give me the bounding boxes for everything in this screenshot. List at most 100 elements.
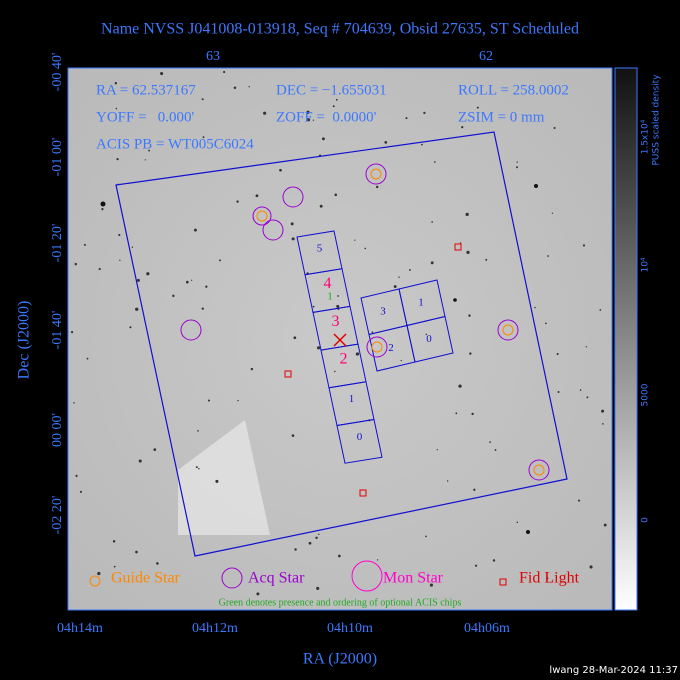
acq-star	[180, 319, 202, 341]
star	[185, 280, 189, 284]
star	[233, 86, 237, 90]
star	[376, 559, 379, 561]
acq-star	[366, 336, 388, 358]
star	[585, 346, 587, 348]
acq-star	[252, 206, 272, 226]
star	[207, 399, 211, 402]
star	[476, 106, 479, 109]
acq-star	[528, 459, 550, 481]
star	[474, 564, 478, 567]
star	[148, 149, 151, 152]
star	[197, 430, 199, 432]
left-axis-title: Dec (J2000)	[16, 301, 33, 380]
star	[455, 412, 458, 415]
star	[248, 86, 250, 88]
i-chip-label: 0	[426, 333, 432, 345]
star	[400, 359, 402, 362]
star	[256, 592, 260, 596]
star	[308, 541, 312, 545]
star	[101, 207, 104, 211]
info-roll: ROLL = 258.0002	[458, 82, 569, 98]
star	[375, 185, 379, 189]
star	[586, 396, 589, 399]
optional-chip-label: 1	[327, 291, 333, 303]
star	[557, 390, 560, 394]
star	[371, 331, 374, 333]
colorbar-tick-label: 1.5x10⁴	[641, 119, 651, 154]
star	[198, 468, 200, 470]
star	[589, 565, 593, 569]
star	[306, 118, 311, 122]
stars-markers	[180, 163, 550, 497]
guide-star	[370, 168, 382, 180]
star	[156, 562, 159, 565]
star	[458, 384, 462, 388]
star	[219, 259, 221, 262]
fid-light	[359, 489, 367, 497]
star	[294, 548, 297, 551]
star	[603, 523, 607, 527]
star	[553, 126, 556, 130]
star	[492, 559, 496, 562]
acq-star	[497, 319, 519, 341]
star	[100, 201, 106, 207]
star	[316, 586, 320, 590]
s-chip	[336, 418, 383, 464]
star	[335, 98, 338, 101]
info-dec: DEC = −1.655031	[276, 82, 387, 98]
colorbar-tick-label: 0	[641, 517, 651, 523]
star	[135, 307, 139, 311]
star	[434, 161, 436, 163]
s-chip-label: 2	[340, 351, 348, 368]
star	[319, 204, 323, 208]
s-chip-label: 4	[324, 275, 332, 292]
star	[312, 119, 315, 121]
star	[534, 184, 538, 188]
star	[582, 244, 586, 247]
bottom-axis-title: RA (J2000)	[303, 651, 377, 668]
star	[599, 309, 602, 311]
star	[146, 272, 150, 276]
star	[201, 98, 204, 101]
star	[119, 259, 121, 261]
legend-guide-symbol	[89, 575, 101, 587]
star	[74, 262, 77, 266]
note: Green denotes presence and ordering of o…	[219, 597, 462, 608]
star	[191, 279, 193, 281]
guide-star	[502, 324, 514, 336]
star	[355, 352, 360, 356]
star	[215, 479, 219, 483]
star	[113, 565, 116, 568]
star	[131, 246, 134, 248]
s-chip-label: 5	[317, 242, 323, 254]
info-zoff: ZOFF = 0.0000'	[276, 109, 377, 125]
star	[534, 306, 536, 309]
star	[97, 571, 101, 576]
star	[551, 212, 554, 214]
star	[70, 331, 74, 334]
star	[237, 400, 239, 402]
left-tick-label: -02 20'	[50, 496, 65, 535]
star	[291, 434, 295, 437]
star	[466, 250, 470, 254]
acq-star	[262, 219, 284, 241]
fid-light	[454, 243, 462, 251]
bottom-tick-label: 04h10m	[327, 621, 373, 636]
star	[485, 258, 488, 261]
star	[250, 367, 254, 371]
star	[293, 336, 297, 340]
star	[195, 466, 198, 469]
star	[384, 141, 388, 144]
star	[459, 242, 462, 244]
stars	[70, 70, 607, 596]
star	[409, 268, 411, 271]
star	[579, 389, 582, 391]
star	[332, 105, 335, 108]
star	[193, 228, 197, 232]
star	[144, 159, 146, 161]
star	[223, 70, 226, 74]
star	[73, 402, 75, 404]
info-acis-pb: ACIS PB = WT005C6024	[96, 136, 254, 152]
star	[577, 499, 581, 502]
